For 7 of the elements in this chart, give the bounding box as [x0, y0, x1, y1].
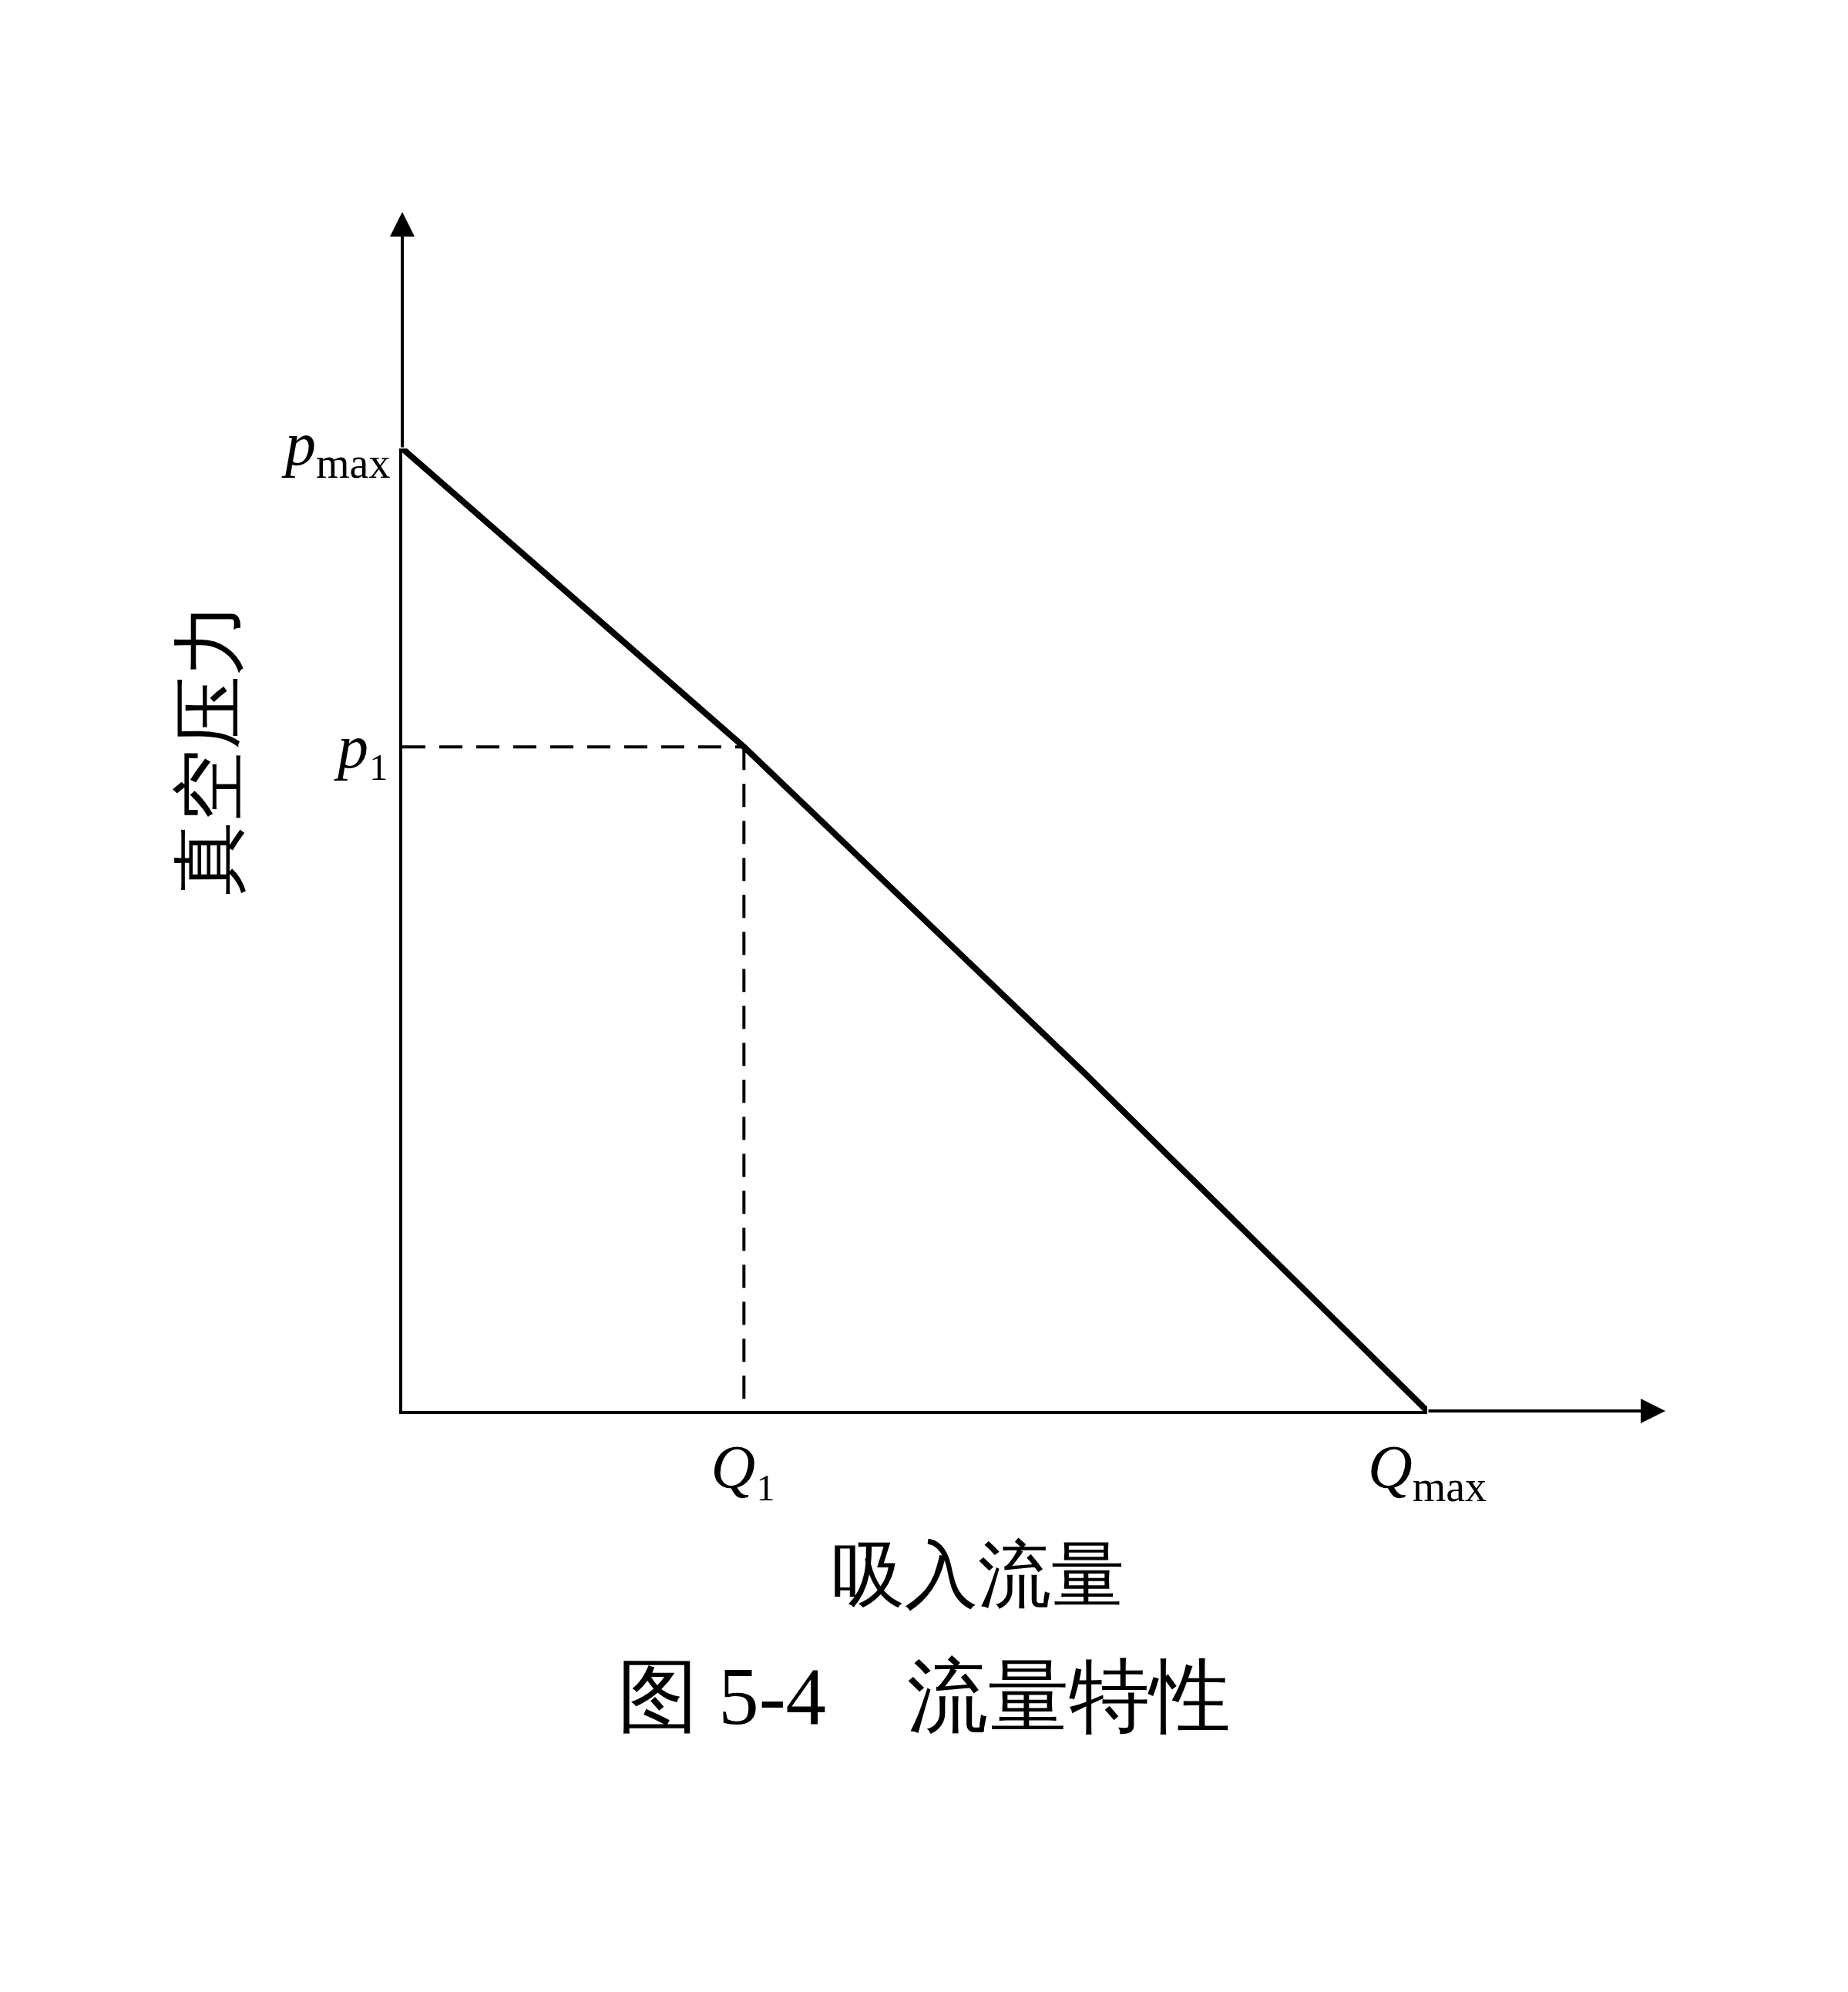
text: p$_{max}$	[281, 410, 391, 487]
y-axis-title: 真空压力	[169, 602, 251, 895]
x-tick-label: Q₁	[711, 1433, 778, 1501]
x-tick-label: Q$_{max}$	[1367, 1433, 1487, 1510]
x-axis-title: 吸入流量	[832, 1534, 1124, 1616]
text: p₁	[334, 713, 390, 781]
text: 图 5-4 流量特性	[617, 1651, 1231, 1742]
